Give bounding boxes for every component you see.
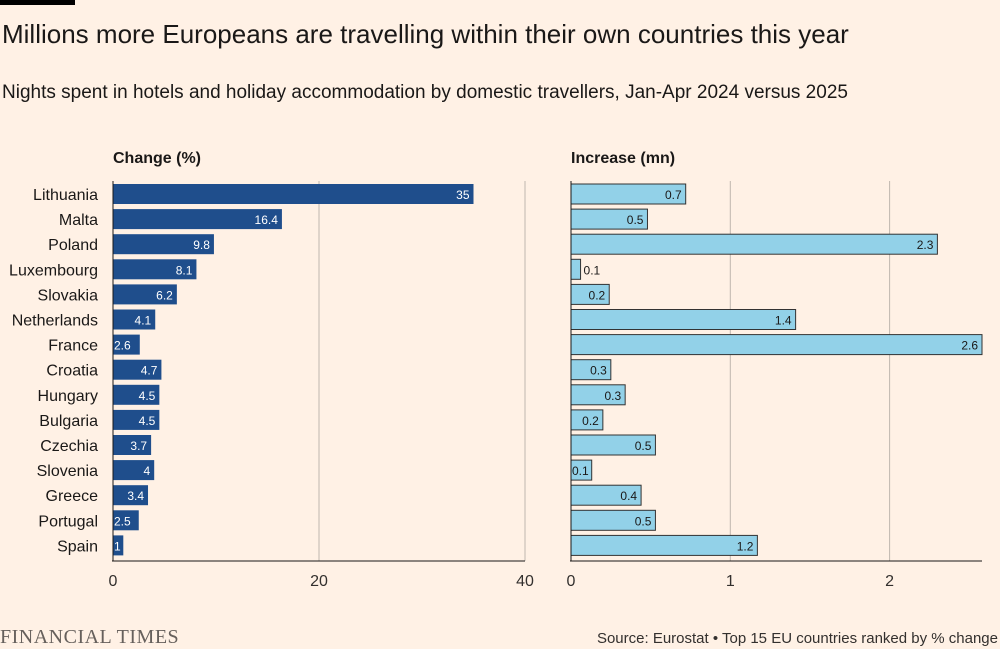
category-label-france: France	[48, 338, 98, 355]
increase-value-label: 0.1	[584, 263, 601, 277]
increase-value-label: 2.3	[917, 238, 934, 252]
increase-panel-title: Increase (mn)	[571, 150, 675, 167]
brand-bar	[0, 0, 75, 5]
ft-logo: FINANCIAL TIMES	[0, 626, 180, 648]
change-value-label: 4.1	[135, 314, 152, 328]
change-tick-label: 20	[310, 573, 328, 590]
change-value-label: 1	[114, 539, 121, 553]
change-value-label: 6.2	[156, 288, 173, 302]
change-value-label: 4.5	[139, 389, 156, 403]
increase-value-label: 1.4	[775, 314, 792, 328]
change-bar-luxembourg	[113, 259, 197, 280]
increase-value-label: 0.3	[590, 364, 607, 378]
category-label-poland: Poland	[48, 237, 98, 254]
change-tick-label: 0	[109, 573, 118, 590]
increase-value-label: 0.2	[582, 414, 599, 428]
category-label-czechia: Czechia	[40, 438, 98, 455]
change-panel-title: Change (%)	[113, 150, 201, 167]
source-note: Source: Eurostat • Top 15 EU countries r…	[596, 630, 998, 647]
change-value-label: 4.5	[139, 414, 156, 428]
change-bar-croatia	[113, 359, 162, 380]
change-bar-france	[113, 334, 140, 355]
category-label-luxembourg: Luxembourg	[9, 262, 98, 279]
change-value-label: 8.1	[176, 263, 193, 277]
change-bar-slovenia	[113, 460, 155, 481]
change-bar-bulgaria	[113, 409, 160, 430]
increase-value-label: 0.2	[589, 288, 606, 302]
chart-subtitle: Nights spent in hotels and holiday accom…	[2, 82, 848, 103]
category-label-malta: Malta	[59, 212, 98, 229]
increase-bar-luxembourg	[570, 258, 582, 280]
increase-value-label: 0.5	[635, 439, 652, 453]
increase-value-label: 0.7	[665, 188, 682, 202]
increase-value-label: 0.3	[604, 389, 621, 403]
change-bar-lithuania	[113, 184, 474, 204]
change-value-label: 2.5	[114, 514, 131, 528]
change-value-label: 3.7	[130, 439, 147, 453]
category-label-portugal: Portugal	[38, 513, 98, 530]
category-label-netherlands: Netherlands	[12, 313, 98, 330]
change-value-label: 2.6	[114, 339, 131, 353]
increase-bar-france	[570, 334, 983, 356]
increase-bar-poland	[570, 233, 938, 255]
change-bar-spain	[113, 535, 124, 556]
increase-value-label: 0.1	[572, 464, 589, 478]
increase-value-label: 0.4	[620, 489, 637, 503]
change-bar-netherlands	[113, 309, 156, 330]
change-bar-poland	[113, 234, 214, 255]
change-bar-hungary	[113, 384, 160, 405]
category-label-spain: Spain	[57, 538, 98, 555]
change-value-label: 3.4	[127, 489, 144, 503]
change-bar-greece	[113, 485, 149, 506]
change-bar-czechia	[113, 435, 152, 455]
category-label-lithuania: Lithuania	[33, 187, 98, 204]
category-label-bulgaria: Bulgaria	[39, 413, 98, 430]
increase-value-label: 2.6	[961, 339, 978, 353]
chart-title: Millions more Europeans are travelling w…	[2, 19, 849, 49]
category-label-slovakia: Slovakia	[38, 287, 99, 304]
increase-bar-netherlands	[570, 309, 797, 330]
increase-tick-label: 1	[726, 573, 735, 590]
change-tick-label: 40	[516, 573, 534, 590]
change-bar-portugal	[113, 510, 139, 531]
increase-value-label: 0.5	[627, 213, 644, 227]
change-bar-malta	[113, 209, 282, 230]
category-label-croatia: Croatia	[46, 363, 98, 380]
increase-value-label: 1.2	[737, 539, 754, 553]
change-value-label: 4	[144, 464, 151, 478]
category-label-greece: Greece	[46, 488, 99, 505]
increase-tick-label: 0	[567, 573, 576, 590]
change-value-label: 35	[456, 188, 470, 202]
category-label-hungary: Hungary	[38, 388, 98, 405]
change-value-label: 16.4	[255, 213, 279, 227]
increase-bar-spain	[570, 534, 758, 556]
increase-tick-label: 2	[885, 573, 894, 590]
change-value-label: 9.8	[193, 238, 210, 252]
category-label-slovenia: Slovenia	[37, 463, 98, 480]
increase-value-label: 0.5	[635, 514, 652, 528]
change-bar-slovakia	[113, 284, 177, 305]
change-value-label: 4.7	[141, 364, 158, 378]
